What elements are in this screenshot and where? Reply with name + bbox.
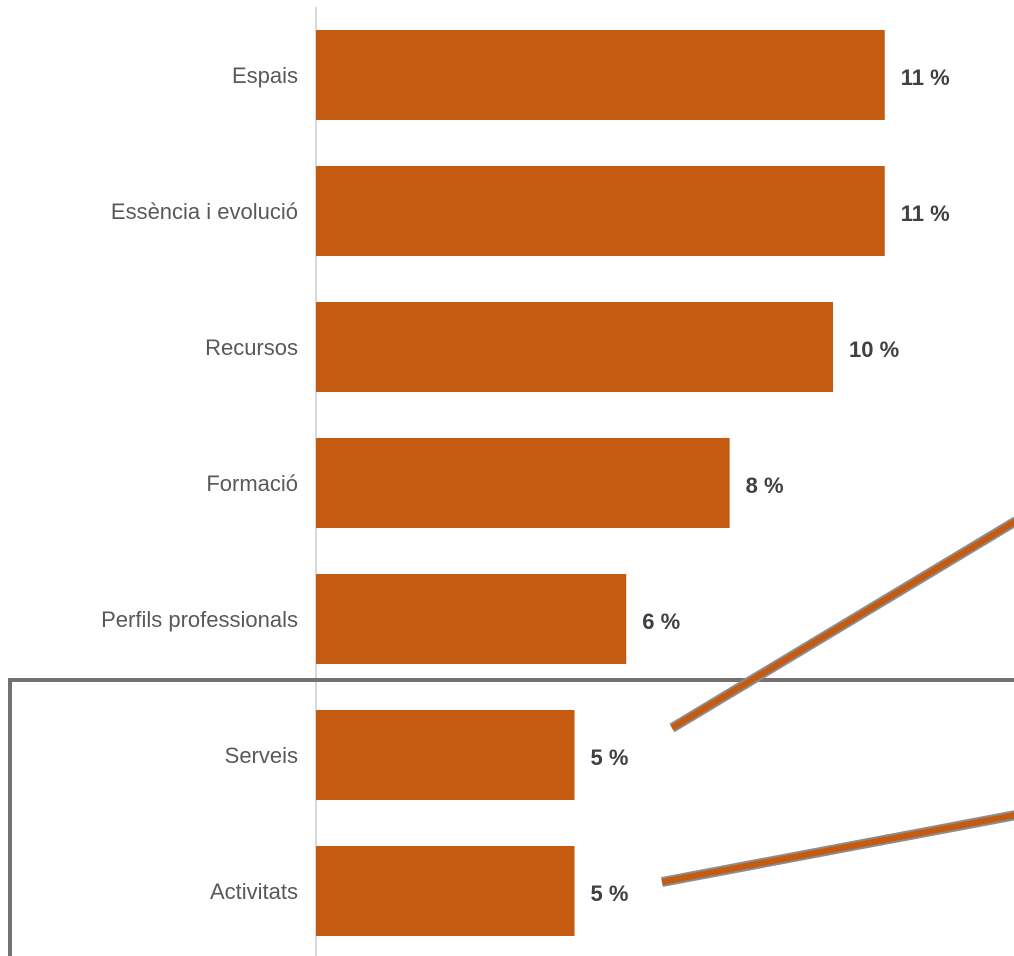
value-label: 11 % xyxy=(901,201,950,226)
category-label: Recursos xyxy=(205,335,298,360)
value-label: 11 % xyxy=(901,65,950,90)
callout-line xyxy=(670,518,1014,731)
value-label: 8 % xyxy=(746,473,784,498)
category-label: Activitats xyxy=(210,879,298,904)
value-label: 6 % xyxy=(642,609,680,634)
bar xyxy=(316,710,575,800)
value-label: 5 % xyxy=(591,881,629,906)
category-label: Perfils professionals xyxy=(101,607,298,632)
category-label: Serveis xyxy=(225,743,298,768)
category-label: Espais xyxy=(232,63,298,88)
bar xyxy=(316,302,834,392)
plot: Espais 11 % Essència i evolució 11 % Recurso… xyxy=(101,30,950,936)
value-label: 10 % xyxy=(849,337,899,362)
bar xyxy=(316,166,885,256)
category-label: Formació xyxy=(206,471,298,496)
bar xyxy=(316,438,730,528)
bar xyxy=(316,846,575,936)
value-label: 5 % xyxy=(591,745,629,770)
highlight-box xyxy=(8,678,1014,956)
callout-line xyxy=(661,812,1014,885)
category-label: Essència i evolució xyxy=(111,199,298,224)
bar xyxy=(316,30,885,120)
bar xyxy=(316,574,627,664)
